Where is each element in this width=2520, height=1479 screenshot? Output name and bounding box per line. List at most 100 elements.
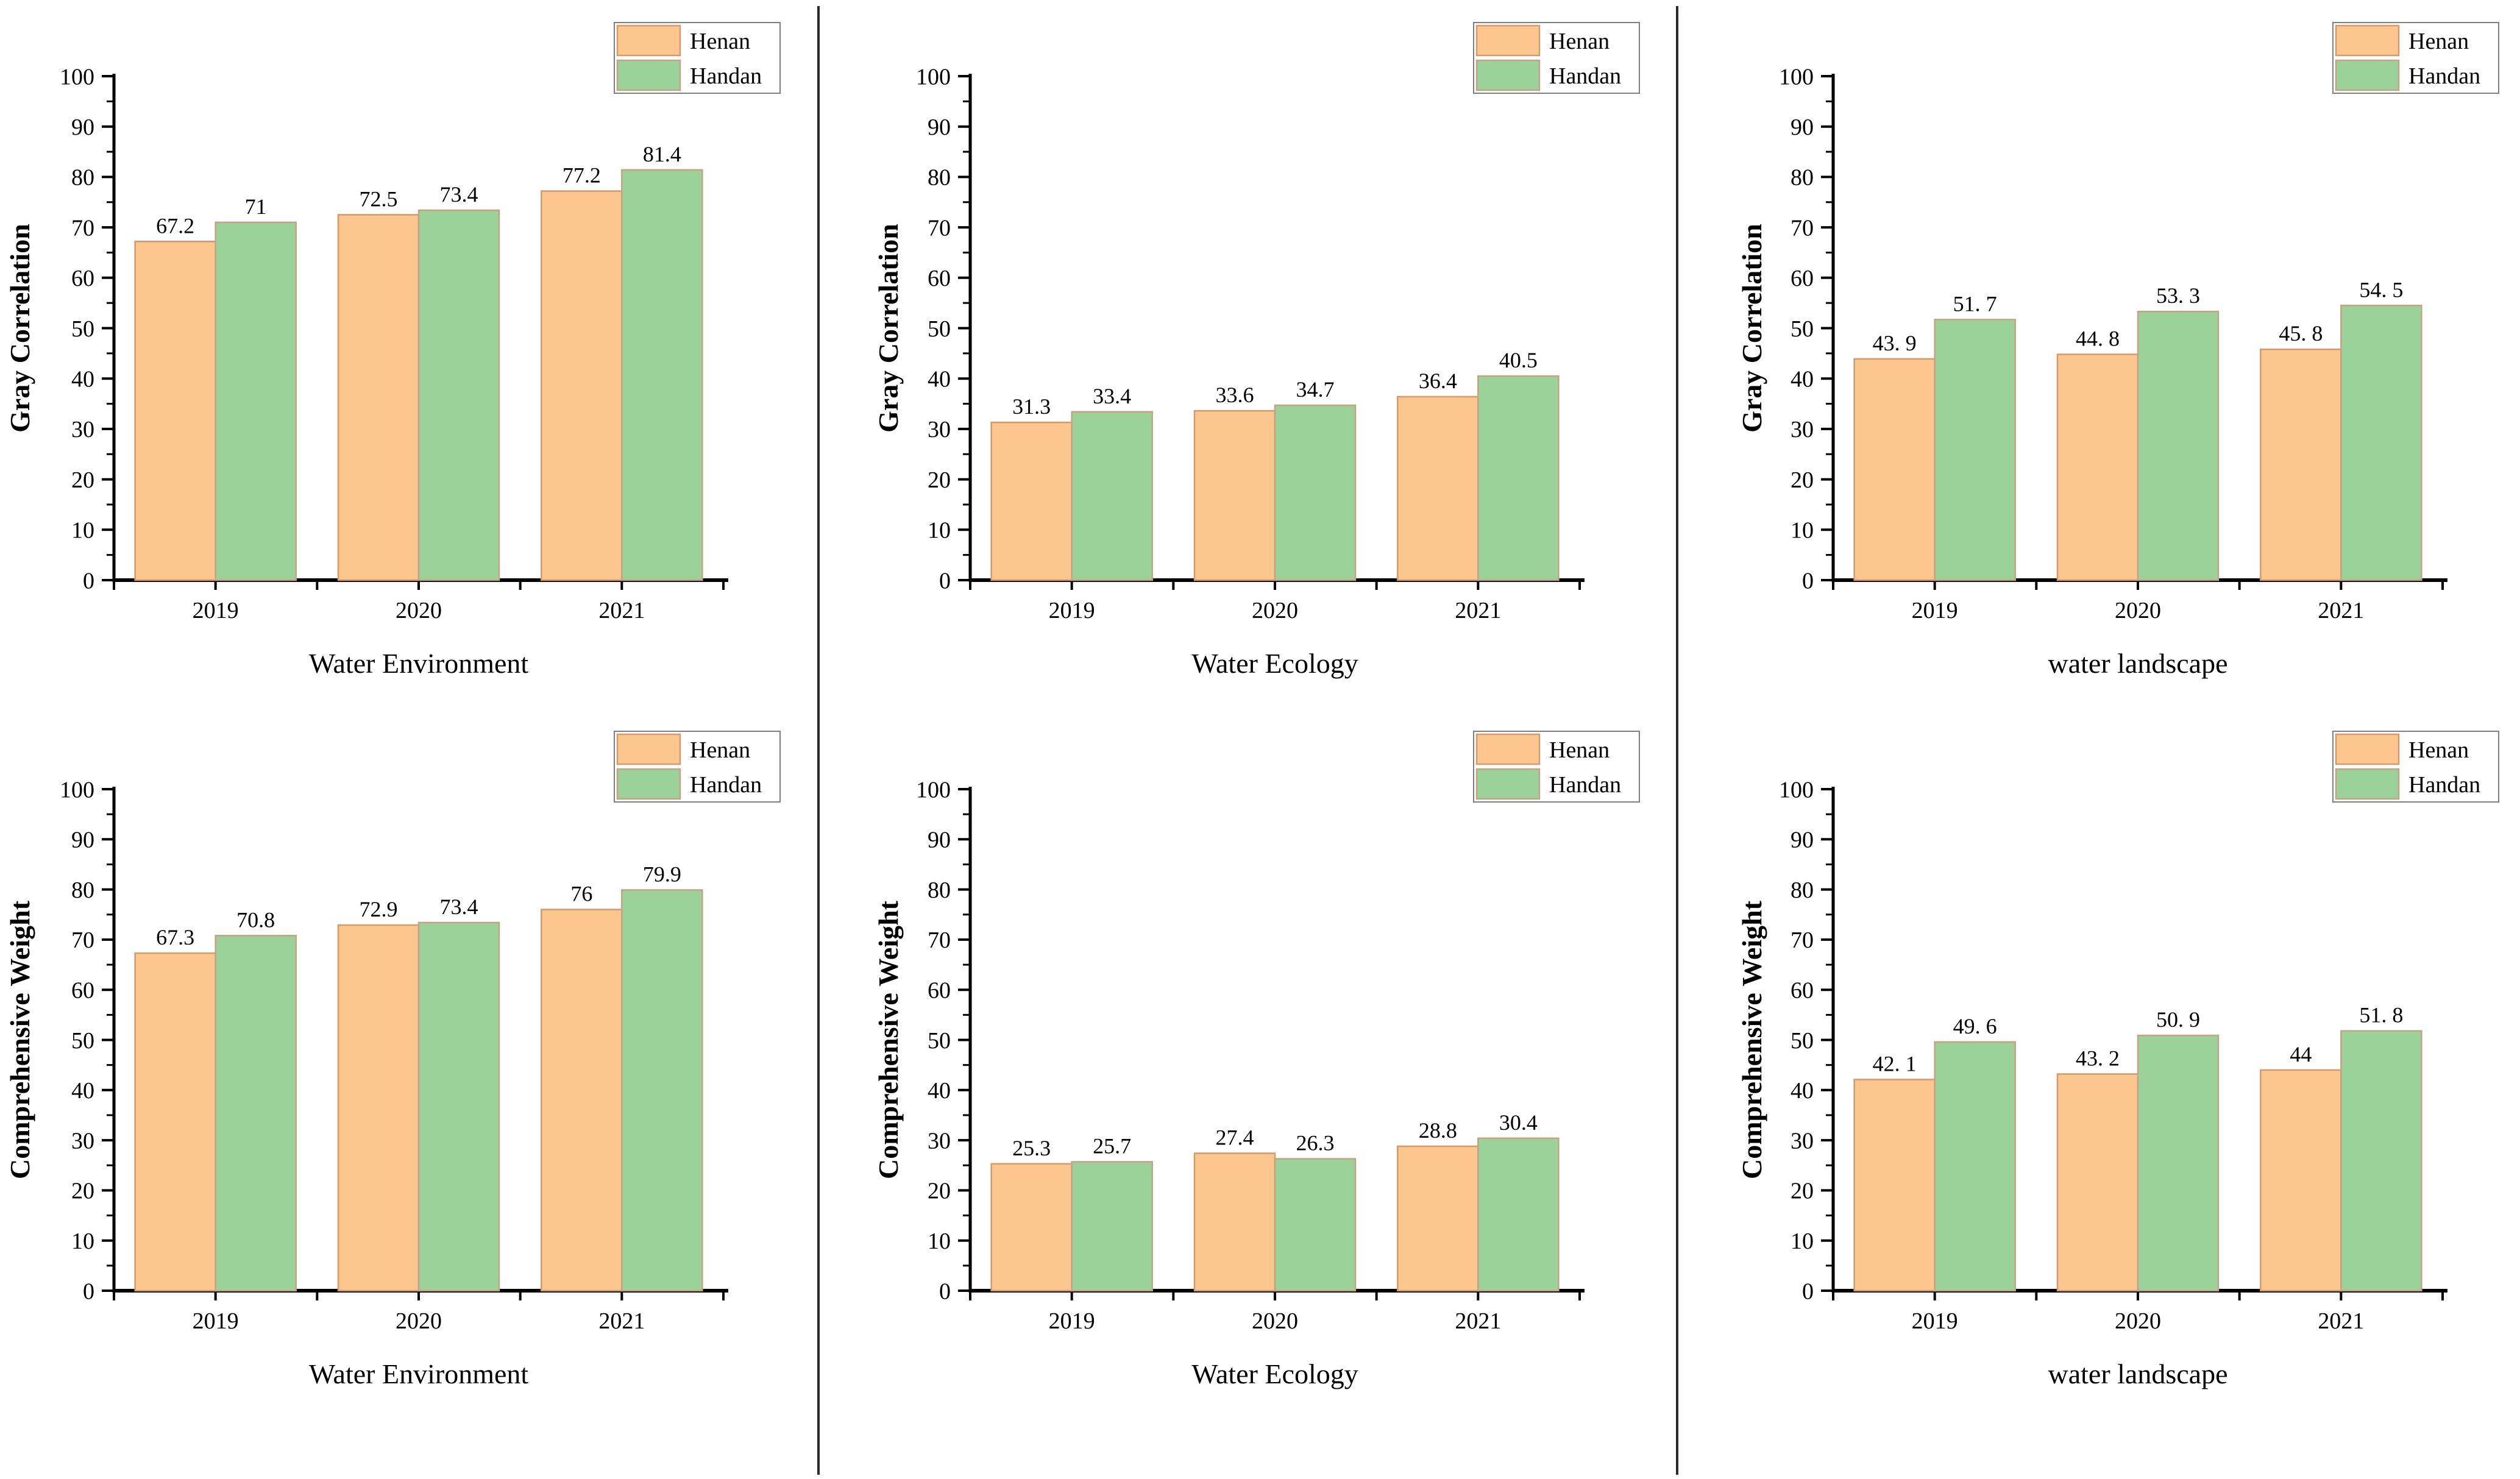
y-tick-label: 90 [1791, 828, 1814, 853]
legend-label-henan: Henan [690, 29, 750, 54]
x-axis-title: Water Ecology [1191, 648, 1358, 679]
bar-henan-2021 [1397, 1145, 1479, 1292]
bar-value-label-henan-2021: 45. 8 [2279, 321, 2323, 346]
bar-handan-2020 [417, 921, 500, 1292]
bar-value-label-henan-2020: 43. 2 [2076, 1046, 2120, 1070]
y-tick-label: 30 [928, 1128, 951, 1154]
bar-handan-2021 [1477, 375, 1560, 581]
bar-value-label-handan-2020: 34.7 [1296, 377, 1335, 402]
bar-handan-2019 [215, 935, 297, 1292]
y-tick-label: 100 [1779, 64, 1814, 90]
y-tick-label: 60 [1791, 978, 1814, 1004]
x-axis-title: Water Environment [309, 1358, 529, 1389]
y-tick-label: 0 [83, 568, 94, 594]
y-axis-title: Gray Correlation [4, 224, 35, 433]
y-tick-label: 50 [71, 316, 94, 342]
x-tick-label-2021: 2021 [2318, 598, 2364, 623]
legend-swatch-handan [2335, 768, 2400, 800]
y-axis-title: Gray Correlation [873, 224, 904, 433]
bar-value-label-handan-2019: 70.8 [236, 907, 275, 932]
y-tick-label: 20 [71, 1179, 94, 1204]
y-tick-label: 70 [1791, 215, 1814, 241]
y-tick-label: 100 [1779, 777, 1814, 803]
y-tick-label: 30 [1791, 417, 1814, 442]
x-axis-title: Water Environment [309, 648, 529, 679]
y-tick-label: 10 [928, 518, 951, 544]
y-tick-label: 50 [71, 1028, 94, 1054]
bar-henan-2021 [541, 190, 623, 581]
legend-swatch-henan [616, 733, 681, 765]
y-tick-label: 100 [60, 64, 94, 90]
y-tick-label: 70 [71, 215, 94, 241]
legend-swatch-henan [1475, 733, 1541, 765]
panel-comprehensive-weight-water-ecology: 0 10 20 30 40 50 60 70 80 90 100 25.3 25.7 2019 27.4 26… [873, 731, 1640, 1389]
x-tick-label-2021: 2021 [598, 1308, 645, 1334]
bar-henan-2020 [2056, 1073, 2139, 1292]
x-tick-label-2020: 2020 [2115, 598, 2161, 623]
bar-value-label-handan-2020: 50. 9 [2156, 1007, 2200, 1032]
x-axis-title: water landscape [2048, 1358, 2227, 1389]
y-tick-label: 0 [83, 1279, 94, 1304]
legend-swatch-handan [1475, 768, 1541, 800]
bar-handan-2019 [1071, 411, 1153, 581]
bar-henan-2020 [1193, 410, 1276, 581]
y-tick-label: 10 [1791, 1229, 1814, 1254]
panel-gray-correlation-water-landscape: 0 10 20 30 40 50 60 70 80 90 100 43. 9 51. 7 2019 44. … [1736, 22, 2499, 679]
legend-swatch-handan [2335, 59, 2400, 91]
bar-henan-2019 [134, 241, 216, 581]
y-tick-label: 90 [71, 115, 94, 140]
panel-gray-correlation-water-environment: 0 10 20 30 40 50 60 70 80 90 100 67.2 71 2019 72.5 73.4… [4, 22, 781, 679]
bar-handan-2021 [2340, 305, 2422, 581]
y-tick-label: 40 [1791, 1078, 1814, 1104]
bar-value-label-henan-2020: 72.9 [360, 897, 398, 921]
x-tick-label-2021: 2021 [1455, 598, 1501, 623]
x-tick-label-2020: 2020 [2115, 1308, 2161, 1334]
bar-handan-2019 [1934, 1041, 2016, 1292]
y-tick-label: 100 [60, 777, 94, 803]
bar-value-label-handan-2020: 73.4 [440, 895, 478, 919]
x-tick-label-2019: 2019 [1912, 598, 1958, 623]
bar-henan-2021 [1397, 395, 1479, 581]
y-tick-label: 80 [928, 878, 951, 903]
y-tick-label: 20 [928, 467, 951, 493]
bar-value-label-henan-2021: 28.8 [1419, 1118, 1457, 1143]
legend-label-henan: Henan [2408, 737, 2469, 763]
y-tick-label: 40 [928, 1078, 951, 1104]
bar-henan-2019 [990, 421, 1073, 581]
y-tick-label: 80 [1791, 878, 1814, 903]
bar-handan-2019 [215, 221, 297, 581]
y-tick-label: 60 [928, 266, 951, 291]
bar-value-label-henan-2020: 27.4 [1216, 1125, 1254, 1149]
bar-value-label-handan-2021: 40.5 [1499, 348, 1538, 372]
panel-comprehensive-weight-water-environment: 0 10 20 30 40 50 60 70 80 90 100 67.3 70.8 2019 72.9 73… [4, 731, 781, 1389]
y-tick-label: 80 [71, 878, 94, 903]
y-tick-label: 100 [916, 777, 951, 803]
bar-henan-2020 [1193, 1152, 1276, 1292]
y-tick-label: 30 [928, 417, 951, 442]
legend-label-handan: Handan [1549, 63, 1621, 89]
y-tick-label: 70 [71, 927, 94, 953]
y-tick-label: 70 [1791, 927, 1814, 953]
legend-swatch-handan [616, 768, 681, 800]
x-tick-label-2020: 2020 [396, 598, 442, 623]
y-tick-label: 40 [71, 367, 94, 392]
bar-value-label-handan-2019: 25.7 [1093, 1133, 1131, 1158]
y-tick-label: 10 [928, 1229, 951, 1254]
bar-value-label-handan-2021: 79.9 [643, 862, 681, 886]
y-tick-label: 60 [71, 266, 94, 291]
bar-henan-2019 [1853, 1079, 1936, 1292]
legend-swatch-handan [1475, 59, 1541, 91]
x-tick-label-2019: 2019 [193, 598, 239, 623]
x-tick-label-2020: 2020 [396, 1308, 442, 1334]
y-tick-label: 20 [71, 467, 94, 493]
y-axis-title: Gray Correlation [1736, 224, 1767, 433]
x-tick-label-2019: 2019 [1049, 598, 1095, 623]
legend-label-henan: Henan [1549, 29, 1610, 54]
bar-value-label-handan-2020: 26.3 [1296, 1131, 1335, 1155]
y-tick-label: 90 [71, 828, 94, 853]
bar-value-label-henan-2021: 36.4 [1419, 369, 1457, 393]
y-tick-label: 20 [1791, 467, 1814, 493]
x-tick-label-2021: 2021 [1455, 1308, 1501, 1334]
